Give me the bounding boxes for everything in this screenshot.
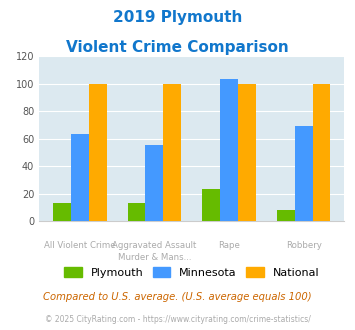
Bar bbox=[89, 83, 106, 221]
Text: Violent Crime Comparison: Violent Crime Comparison bbox=[66, 40, 289, 54]
Text: Aggravated Assault: Aggravated Assault bbox=[112, 241, 197, 249]
Bar bbox=[127, 203, 146, 221]
Text: 2019 Plymouth: 2019 Plymouth bbox=[113, 10, 242, 25]
Text: © 2025 CityRating.com - https://www.cityrating.com/crime-statistics/: © 2025 CityRating.com - https://www.city… bbox=[45, 315, 310, 324]
Text: Compared to U.S. average. (U.S. average equals 100): Compared to U.S. average. (U.S. average … bbox=[43, 292, 312, 302]
Legend: Plymouth, Minnesota, National: Plymouth, Minnesota, National bbox=[60, 263, 323, 282]
Text: Rape: Rape bbox=[218, 241, 240, 249]
Text: All Violent Crime: All Violent Crime bbox=[44, 241, 116, 249]
Bar bbox=[277, 210, 295, 221]
Bar bbox=[295, 126, 312, 221]
Text: Robbery: Robbery bbox=[286, 241, 322, 249]
Bar bbox=[238, 83, 256, 221]
Bar bbox=[312, 83, 331, 221]
Bar bbox=[53, 203, 71, 221]
Bar bbox=[71, 135, 89, 221]
Bar bbox=[163, 83, 181, 221]
Bar bbox=[220, 80, 238, 221]
Text: Murder & Mans...: Murder & Mans... bbox=[118, 253, 191, 262]
Bar bbox=[202, 189, 220, 221]
Bar bbox=[146, 146, 163, 221]
